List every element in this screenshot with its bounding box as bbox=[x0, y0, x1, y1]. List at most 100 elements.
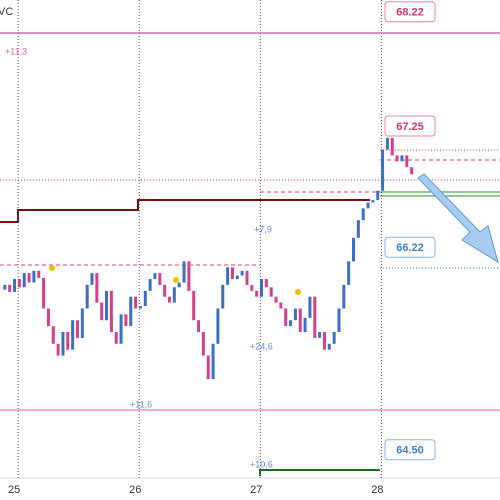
candle bbox=[75, 320, 79, 338]
candle bbox=[216, 308, 220, 344]
candle bbox=[61, 332, 65, 356]
x-tick-label: 25 bbox=[8, 484, 20, 496]
price-label-box bbox=[384, 439, 436, 461]
annotation: +11,3 bbox=[5, 46, 27, 56]
candle bbox=[405, 155, 409, 168]
candle bbox=[395, 155, 399, 162]
x-tick-label: 27 bbox=[250, 484, 262, 496]
candle bbox=[114, 332, 118, 344]
candle bbox=[37, 270, 41, 278]
annotation: +24,6 bbox=[250, 341, 273, 351]
candle bbox=[313, 296, 317, 338]
candle bbox=[197, 320, 201, 333]
candle bbox=[327, 343, 331, 350]
candle bbox=[105, 290, 109, 321]
candle bbox=[332, 332, 336, 344]
candle bbox=[361, 208, 365, 221]
annotation: +10,6 bbox=[250, 459, 273, 469]
candle bbox=[322, 332, 326, 350]
drawings bbox=[0, 32, 500, 476]
candle bbox=[134, 296, 138, 309]
candle bbox=[221, 284, 225, 309]
candle bbox=[90, 273, 94, 285]
candle bbox=[230, 267, 234, 280]
candle bbox=[211, 343, 215, 380]
candle bbox=[240, 270, 244, 276]
candle bbox=[303, 317, 307, 333]
candle bbox=[337, 308, 341, 333]
price-label: 66.22 bbox=[384, 236, 436, 258]
candle bbox=[143, 290, 147, 307]
candle bbox=[71, 320, 75, 350]
price-label-text: 67.25 bbox=[396, 121, 424, 133]
x-tick-label: 28 bbox=[371, 484, 383, 496]
candle bbox=[187, 261, 191, 291]
candle bbox=[3, 284, 7, 290]
candle bbox=[100, 302, 104, 321]
candle bbox=[153, 273, 157, 280]
candle bbox=[318, 332, 322, 338]
candle bbox=[352, 237, 356, 262]
candle bbox=[298, 308, 302, 333]
candle bbox=[163, 284, 167, 297]
candle bbox=[255, 290, 259, 297]
candle bbox=[138, 306, 142, 309]
annotation: +7,9 bbox=[254, 224, 272, 234]
candle bbox=[124, 314, 128, 327]
candle bbox=[390, 137, 394, 156]
candle bbox=[177, 282, 181, 288]
candle bbox=[289, 320, 293, 327]
candle bbox=[182, 261, 186, 283]
price-label-text: 68.22 bbox=[396, 7, 424, 19]
candle bbox=[410, 167, 414, 175]
candle bbox=[85, 284, 89, 309]
candle bbox=[308, 296, 312, 318]
price-label: 68.22 bbox=[384, 1, 436, 23]
price-label-box bbox=[384, 236, 436, 258]
candle bbox=[371, 200, 375, 203]
candle bbox=[46, 308, 50, 327]
candle bbox=[381, 149, 385, 191]
candle bbox=[279, 302, 283, 309]
candle bbox=[95, 273, 99, 303]
price-label: 67.25 bbox=[384, 115, 436, 137]
candle bbox=[8, 284, 12, 292]
candle bbox=[293, 308, 297, 321]
candle bbox=[201, 332, 205, 356]
candle bbox=[385, 137, 389, 150]
candle bbox=[56, 343, 60, 356]
price-label-box bbox=[384, 115, 436, 137]
candle bbox=[192, 290, 196, 321]
annotation: +11,6 bbox=[130, 399, 152, 409]
candle bbox=[17, 279, 21, 288]
candle bbox=[42, 277, 46, 309]
candle bbox=[167, 296, 171, 303]
candle bbox=[148, 279, 152, 291]
candle bbox=[250, 284, 254, 291]
price-label-text: 64.50 bbox=[396, 445, 424, 457]
candle bbox=[109, 290, 113, 333]
candle bbox=[206, 355, 210, 380]
candle bbox=[269, 287, 273, 297]
candle bbox=[260, 279, 264, 297]
candle bbox=[66, 332, 70, 350]
candle bbox=[129, 296, 133, 327]
candle bbox=[274, 296, 278, 303]
candle bbox=[172, 287, 176, 303]
candle bbox=[51, 326, 55, 344]
candle bbox=[235, 275, 239, 280]
price-label-text: 66.22 bbox=[396, 242, 424, 254]
candle bbox=[284, 308, 288, 327]
candle bbox=[32, 270, 36, 283]
candle bbox=[226, 267, 230, 285]
candle bbox=[13, 279, 17, 292]
candle bbox=[400, 155, 404, 162]
candle bbox=[342, 284, 346, 309]
candle bbox=[347, 261, 351, 285]
candle bbox=[22, 273, 26, 288]
chart-title: VC bbox=[0, 6, 13, 18]
candle bbox=[158, 273, 162, 285]
price-label-box bbox=[384, 1, 436, 23]
x-tick-label: 26 bbox=[129, 484, 141, 496]
